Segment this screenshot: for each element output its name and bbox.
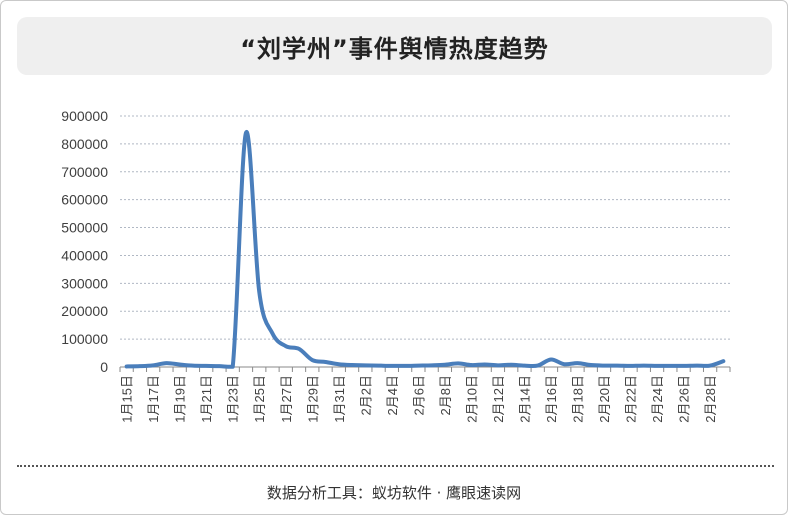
data-point bbox=[456, 361, 460, 365]
y-tick-label: 0 bbox=[100, 359, 108, 375]
data-point bbox=[522, 364, 526, 368]
data-point bbox=[496, 363, 500, 367]
y-tick-label: 800000 bbox=[61, 136, 108, 152]
x-tick-label: 2月12日 bbox=[491, 375, 506, 423]
data-point bbox=[297, 347, 301, 351]
data-point bbox=[483, 362, 487, 366]
data-point bbox=[629, 364, 633, 368]
data-point bbox=[668, 364, 672, 368]
data-point bbox=[390, 364, 394, 368]
x-tick-label: 1月27日 bbox=[279, 375, 294, 423]
footer-divider bbox=[17, 465, 774, 467]
data-point bbox=[337, 362, 341, 366]
x-tick-label: 2月24日 bbox=[650, 375, 665, 423]
x-tick-label: 1月17日 bbox=[146, 375, 161, 423]
data-point bbox=[469, 363, 473, 367]
data-point bbox=[549, 357, 553, 361]
data-point bbox=[708, 364, 712, 368]
data-point bbox=[509, 363, 513, 367]
chart-title: “刘学州”事件舆情热度趋势 bbox=[240, 34, 549, 63]
data-point bbox=[164, 361, 168, 365]
x-tick-label: 2月4日 bbox=[385, 375, 400, 415]
y-tick-label: 200000 bbox=[61, 303, 108, 319]
data-point bbox=[138, 364, 142, 368]
data-point bbox=[430, 363, 434, 367]
data-point bbox=[244, 131, 248, 135]
x-tick-label: 2月26日 bbox=[677, 375, 692, 423]
data-point bbox=[324, 360, 328, 364]
y-tick-label: 900000 bbox=[61, 108, 108, 124]
data-point bbox=[257, 290, 261, 294]
title-banner: “刘学州”事件舆情热度趋势 bbox=[17, 17, 772, 75]
data-point bbox=[377, 364, 381, 368]
data-point bbox=[642, 364, 646, 368]
data-point bbox=[125, 364, 129, 368]
series-line bbox=[124, 130, 726, 369]
data-point bbox=[655, 364, 659, 368]
data-point bbox=[576, 361, 580, 365]
y-tick-label: 600000 bbox=[61, 192, 108, 208]
data-point bbox=[271, 332, 275, 336]
y-tick-label: 700000 bbox=[61, 164, 108, 180]
line-chart: 0 100000 200000 300000 400000 500000 600000 700… bbox=[61, 108, 731, 423]
x-tick-label: 2月18日 bbox=[571, 375, 586, 423]
x-tick-label: 2月8日 bbox=[438, 375, 453, 415]
data-point bbox=[284, 344, 288, 348]
data-point bbox=[363, 363, 367, 367]
data-point bbox=[151, 363, 155, 367]
x-tick-label: 1月31日 bbox=[332, 375, 347, 423]
data-point bbox=[721, 359, 725, 363]
y-tick-label: 400000 bbox=[61, 247, 108, 263]
x-tick-label: 1月19日 bbox=[173, 375, 188, 423]
x-tick-label: 2月6日 bbox=[411, 375, 426, 415]
data-point bbox=[682, 364, 686, 368]
y-tick-label: 300000 bbox=[61, 275, 108, 291]
x-tick-label: 1月15日 bbox=[120, 375, 135, 423]
x-tick-label: 2月20日 bbox=[597, 375, 612, 423]
y-tick-label: 100000 bbox=[61, 331, 108, 347]
data-point bbox=[416, 364, 420, 368]
data-point bbox=[536, 364, 540, 368]
x-tick-label: 2月22日 bbox=[624, 375, 639, 423]
x-tick-label: 2月16日 bbox=[544, 375, 559, 423]
x-tick-label: 1月23日 bbox=[226, 375, 241, 423]
x-tick-label: 1月21日 bbox=[199, 375, 214, 423]
data-point bbox=[204, 364, 208, 368]
data-point bbox=[178, 362, 182, 366]
data-point bbox=[350, 363, 354, 367]
x-tick-label: 2月2日 bbox=[358, 375, 373, 415]
data-source-note: 数据分析工具：蚁坊软件 · 鹰眼速读网 bbox=[266, 484, 522, 502]
data-point bbox=[615, 364, 619, 368]
x-tick-label: 2月14日 bbox=[517, 375, 532, 423]
data-point bbox=[310, 358, 314, 362]
data-point bbox=[403, 364, 407, 368]
data-point bbox=[191, 364, 195, 368]
data-point bbox=[602, 364, 606, 368]
y-tick-label: 500000 bbox=[61, 220, 108, 236]
data-point bbox=[695, 364, 699, 368]
x-tick-label: 1月29日 bbox=[305, 375, 320, 423]
data-point bbox=[562, 362, 566, 366]
x-tick-label: 1月25日 bbox=[252, 375, 267, 423]
data-point bbox=[217, 364, 221, 368]
data-point bbox=[231, 365, 235, 369]
x-tick-label: 2月28日 bbox=[703, 375, 718, 423]
x-tick-label: 2月10日 bbox=[464, 375, 479, 423]
data-point bbox=[589, 363, 593, 367]
data-point bbox=[443, 363, 447, 367]
